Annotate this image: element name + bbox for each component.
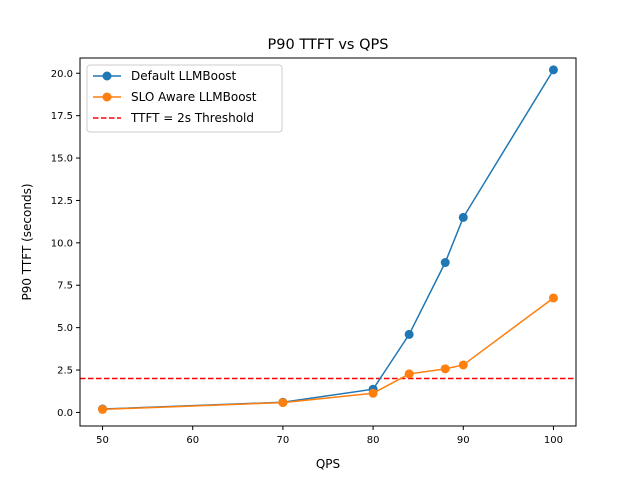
y-tick-label: 10.0 [51,238,73,249]
legend-box [86,64,283,133]
x-tick-label: 50 [96,435,109,446]
legend-marker [102,71,112,81]
data-point [404,369,414,379]
y-tick-label: 17.5 [51,111,73,122]
x-tick-label: 80 [367,435,380,446]
data-point [98,404,108,414]
x-axis-label: QPS [316,457,340,471]
x-tick-label: 70 [277,435,290,446]
legend: Default LLMBoost SLO Aware LLMBoost TTFT =… [86,64,283,133]
y-axis-label: P90 TTFT (seconds) [20,183,34,300]
data-point [368,388,378,398]
y-tick-label: 2.5 [57,366,73,377]
legend-label: TTFT = 2s Threshold [130,111,254,125]
y-tick-label: 0.0 [57,408,73,419]
data-point [440,258,450,268]
data-point [458,360,468,370]
plot-frame [79,57,577,427]
x-tick-label: 100 [544,435,563,446]
y-tick-label: 5.0 [57,323,73,334]
data-point [278,398,288,408]
data-point [548,293,558,303]
y-tick-label: 20.0 [51,69,73,80]
data-point [404,329,414,339]
legend-label: Default LLMBoost [131,69,237,83]
data-point [440,364,450,374]
y-tick-label: 15.0 [51,154,73,165]
chart-title: P90 TTFT vs QPS [268,37,389,53]
legend-marker [102,92,112,102]
legend-label: SLO Aware LLMBoost [131,90,257,104]
y-tick-label: 7.5 [57,281,73,292]
data-point [548,65,558,75]
data-point [458,212,468,222]
x-tick-label: 60 [186,435,199,446]
x-tick-label: 90 [457,435,470,446]
y-tick-label: 12.5 [51,196,73,207]
